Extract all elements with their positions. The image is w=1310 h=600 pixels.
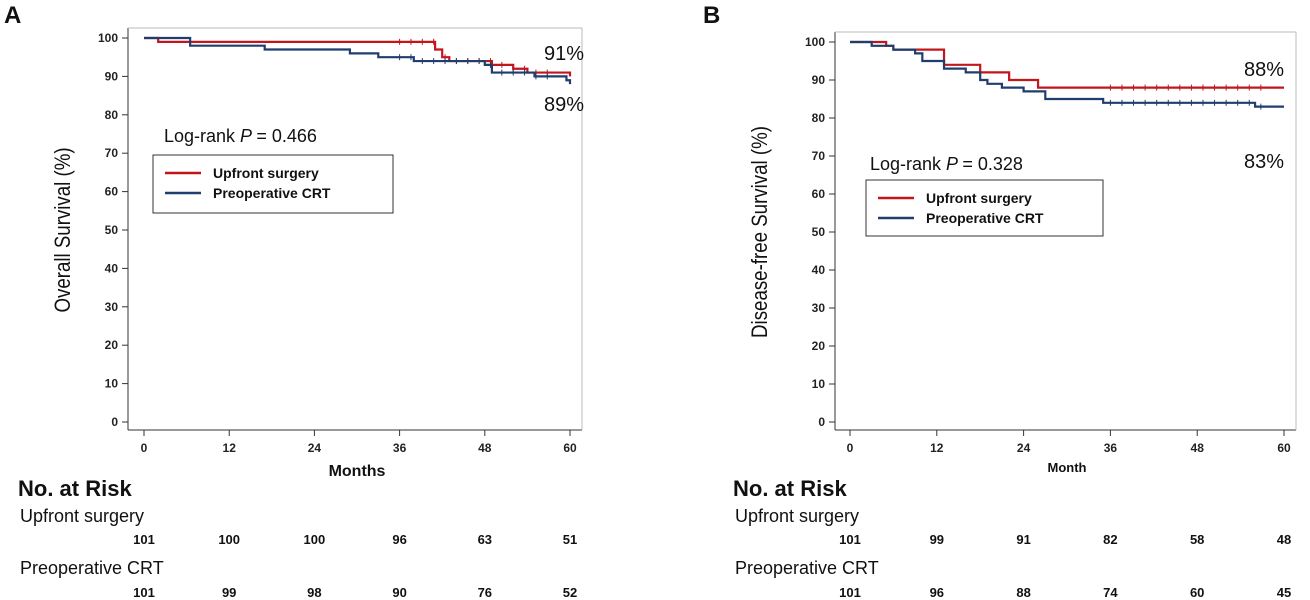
x-tick-label: 0 [847, 441, 854, 455]
legend-box [152, 154, 394, 214]
y-tick-label: 20 [812, 339, 826, 353]
risk-table-title: No. at Risk [733, 476, 847, 501]
risk-value: 98 [307, 585, 322, 600]
logrank-annotation: Log-rank P = 0.466 [164, 126, 317, 146]
p-symbol: P [240, 126, 256, 146]
panel-label: B [703, 2, 721, 29]
p-value: = 0.328 [962, 154, 1023, 174]
p-symbol: P [946, 154, 962, 174]
end-value-label: 88% [1244, 59, 1284, 81]
chart-disease-free-survival: 0 10 20 30 40 50 60 70 80 90 100 0 12 24 36 48 60 Disease… [749, 31, 1297, 475]
risk-row-label: Preoperative CRT [735, 558, 879, 578]
y-tick-label: 40 [812, 263, 826, 277]
risk-value: 60 [1189, 585, 1205, 600]
panel-b: B 0 10 20 30 40 50 60 70 80 90 100 0 12 24 36 48 60 Disea… [655, 0, 1310, 600]
x-tick-label: 60 [563, 441, 577, 455]
x-tick-label: 60 [1277, 441, 1291, 455]
y-tick-label: 60 [105, 185, 119, 199]
panel-label: A [4, 2, 22, 29]
y-tick-label: 70 [105, 146, 119, 160]
risk-row-label: Upfront surgery [20, 506, 145, 526]
x-axis-title: Month [1048, 460, 1087, 475]
x-tick-label: 12 [930, 441, 944, 455]
x-tick-label: 24 [1017, 441, 1031, 455]
x-tick-label: 12 [223, 441, 237, 455]
risk-value: 52 [562, 585, 578, 600]
x-tick-label: 36 [1104, 441, 1118, 455]
risk-value: 90 [392, 585, 407, 600]
logrank-label: Log-rank [870, 154, 946, 174]
end-value-label: 91% [544, 43, 584, 65]
risk-value: 101 [839, 532, 861, 547]
y-tick-label: 80 [812, 111, 826, 125]
risk-value: 48 [1276, 532, 1292, 547]
x-tick-label: 48 [1191, 441, 1205, 455]
y-tick-label: 100 [805, 35, 825, 49]
end-value-label: 83% [1244, 151, 1284, 173]
logrank-annotation: Log-rank P = 0.328 [870, 154, 1023, 174]
risk-value: 58 [1189, 532, 1205, 547]
legend-box [865, 179, 1104, 237]
risk-value: 99 [929, 532, 945, 547]
y-tick-label: 40 [105, 261, 119, 275]
y-tick-label: 70 [812, 149, 826, 163]
risk-value: 45 [1276, 585, 1292, 600]
y-tick-label: 100 [98, 31, 118, 45]
chart-overall-survival: 0 10 20 30 40 50 60 70 80 90 100 0 12 24 36 48 60 Overall… [52, 27, 584, 480]
panel-a: A 0 10 20 30 40 50 60 70 80 90 100 0 12 24 36 48 60 Overa… [4, 2, 584, 600]
x-tick-label: 24 [308, 441, 322, 455]
risk-value: 76 [477, 585, 493, 600]
x-tick-label: 48 [478, 441, 492, 455]
survival-curve-upfront-surgery [144, 36, 572, 77]
risk-value: 74 [1103, 585, 1118, 600]
survival-curve-preoperative-crt [850, 40, 1284, 108]
risk-value: 96 [392, 532, 407, 547]
risk-value: 100 [303, 532, 326, 547]
y-tick-label: 10 [105, 377, 119, 391]
risk-value: 63 [477, 532, 493, 547]
legend-label: Preoperative CRT [213, 185, 331, 201]
risk-row-label: Upfront surgery [735, 506, 860, 526]
survival-curve-preoperative-crt [144, 36, 572, 85]
y-tick-label: 0 [111, 415, 118, 429]
risk-value: 101 [133, 532, 155, 547]
y-tick-label: 50 [812, 225, 826, 239]
risk-row-label: Preoperative CRT [20, 558, 164, 578]
risk-value: 51 [562, 532, 578, 547]
y-axis-title: Disease-free Survival (%) [749, 126, 773, 338]
risk-value: 99 [221, 585, 237, 600]
y-tick-label: 80 [105, 108, 119, 122]
end-value-label: 89% [544, 94, 584, 116]
risk-value: 91 [1016, 532, 1031, 547]
y-axis-title: Overall Survival (%) [52, 147, 76, 312]
risk-value: 100 [218, 532, 241, 547]
y-tick-label: 30 [812, 301, 826, 315]
y-tick-label: 90 [812, 73, 826, 87]
risk-table-title: No. at Risk [18, 476, 132, 501]
risk-value: 88 [1016, 585, 1031, 600]
x-tick-label: 0 [141, 441, 148, 455]
y-tick-label: 20 [105, 338, 119, 352]
risk-value: 101 [839, 585, 861, 600]
risk-value: 101 [133, 585, 155, 600]
risk-value: 96 [929, 585, 945, 600]
legend-label: Preoperative CRT [926, 210, 1044, 226]
y-tick-label: 50 [105, 223, 119, 237]
legend-label: Upfront surgery [926, 190, 1032, 206]
legend-label: Upfront surgery [213, 165, 319, 181]
x-tick-label: 36 [393, 441, 407, 455]
risk-value: 82 [1103, 532, 1118, 547]
y-tick-label: 90 [105, 69, 119, 83]
p-value: = 0.466 [256, 126, 317, 146]
y-tick-label: 60 [812, 187, 826, 201]
y-tick-label: 30 [105, 300, 119, 314]
y-tick-label: 10 [812, 377, 826, 391]
x-axis-title: Months [329, 463, 386, 480]
y-tick-label: 0 [818, 415, 825, 429]
logrank-label: Log-rank [164, 126, 240, 146]
